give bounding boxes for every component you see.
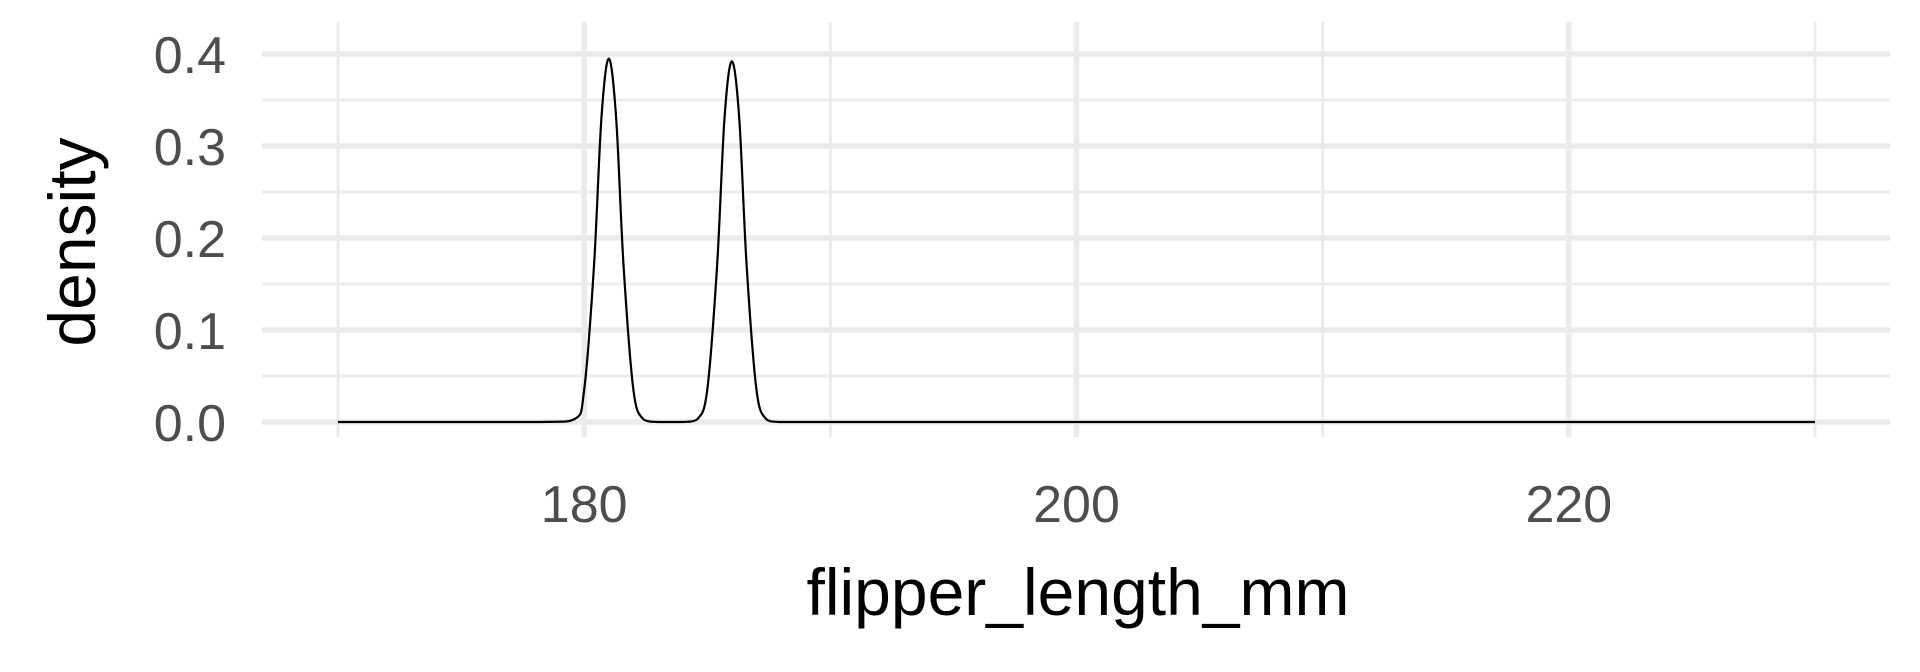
- density-line: [337, 57, 1815, 424]
- y-tick-label: 0.4: [154, 27, 226, 85]
- x-axis-title: flipper_length_mm: [807, 555, 1350, 629]
- major-x-gridlines: [581, 22, 1572, 437]
- x-tick-label: 220: [1525, 476, 1612, 534]
- y-tick-label: 0.2: [154, 211, 226, 269]
- x-tick-labels: 180 200 220: [541, 476, 1612, 534]
- x-tick-label: 200: [1033, 476, 1120, 534]
- x-tick-label: 180: [541, 476, 628, 534]
- y-tick-labels: 0.0 0.1 0.2 0.3 0.4: [154, 27, 226, 453]
- y-tick-label: 0.3: [154, 119, 226, 177]
- minor-x-gridlines: [336, 22, 1817, 437]
- y-tick-label: 0.0: [154, 395, 226, 453]
- y-tick-label: 0.1: [154, 303, 226, 361]
- y-axis-title: density: [35, 137, 109, 346]
